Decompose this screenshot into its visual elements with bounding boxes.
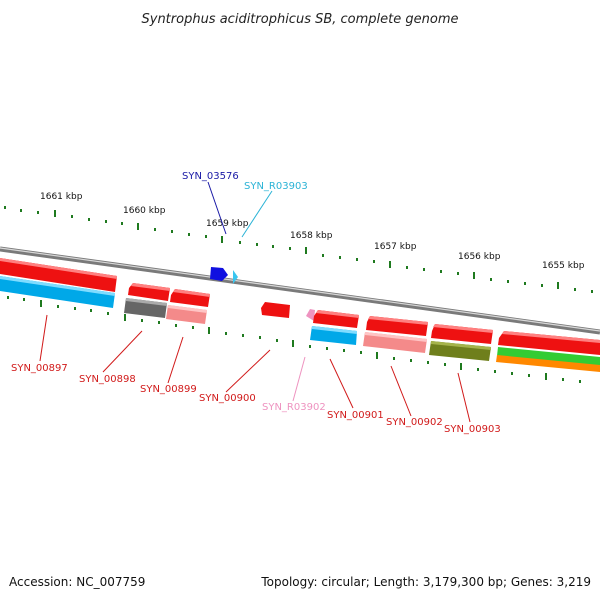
gene-synr03903-arrow[interactable]	[233, 270, 238, 284]
gene-syn00897-arrow[interactable]	[0, 258, 117, 292]
accession-text: Accession: NC_007759	[9, 575, 145, 589]
kbp-label-1657: 1657 kbp	[374, 242, 417, 252]
gene-label-syn03576[interactable]: SYN_03576	[182, 171, 239, 182]
genome-title: Syntrophus aciditrophicus SB, complete g…	[142, 12, 459, 27]
genome-backbone	[0, 246, 600, 335]
gene-label-syn00902[interactable]: SYN_00902	[386, 417, 443, 428]
inner-tick-ring	[7, 296, 581, 383]
gene-next-arrow[interactable]	[498, 331, 600, 355]
kbp-label-1661: 1661 kbp	[40, 192, 83, 202]
kbp-label-1655: 1655 kbp	[542, 261, 585, 271]
gene-label-syn00903[interactable]: SYN_00903	[444, 424, 501, 435]
gene-label-syn00901[interactable]: SYN_00901	[327, 410, 384, 421]
gene-label-syn00898[interactable]: SYN_00898	[79, 374, 136, 385]
feature-track	[0, 276, 600, 372]
gene-label-syn00899[interactable]: SYN_00899	[140, 384, 197, 395]
kbp-label-1659: 1659 kbp	[206, 219, 249, 229]
kbp-label-1658: 1658 kbp	[290, 231, 333, 241]
gene-label-syn00897[interactable]: SYN_00897	[11, 363, 68, 374]
gene-label-syn00900[interactable]: SYN_00900	[199, 393, 256, 404]
gene-label-synr03903[interactable]: SYN_R03903	[244, 181, 308, 192]
kbp-label-1660: 1660 kbp	[123, 206, 166, 216]
gene-syn03576-arrow[interactable]	[210, 267, 228, 281]
gene-label-synr03902[interactable]: SYN_R03902	[262, 402, 326, 413]
genome-summary-text: Topology: circular; Length: 3,179,300 bp…	[260, 575, 591, 589]
kbp-label-1656: 1656 kbp	[458, 252, 501, 262]
outer-tick-ring	[4, 206, 593, 293]
gene-syn00900-arrow[interactable]	[261, 302, 290, 318]
leader-lines	[39, 181, 471, 423]
cds-track	[0, 258, 600, 355]
gene-synr03902-arrow[interactable]	[306, 309, 315, 321]
